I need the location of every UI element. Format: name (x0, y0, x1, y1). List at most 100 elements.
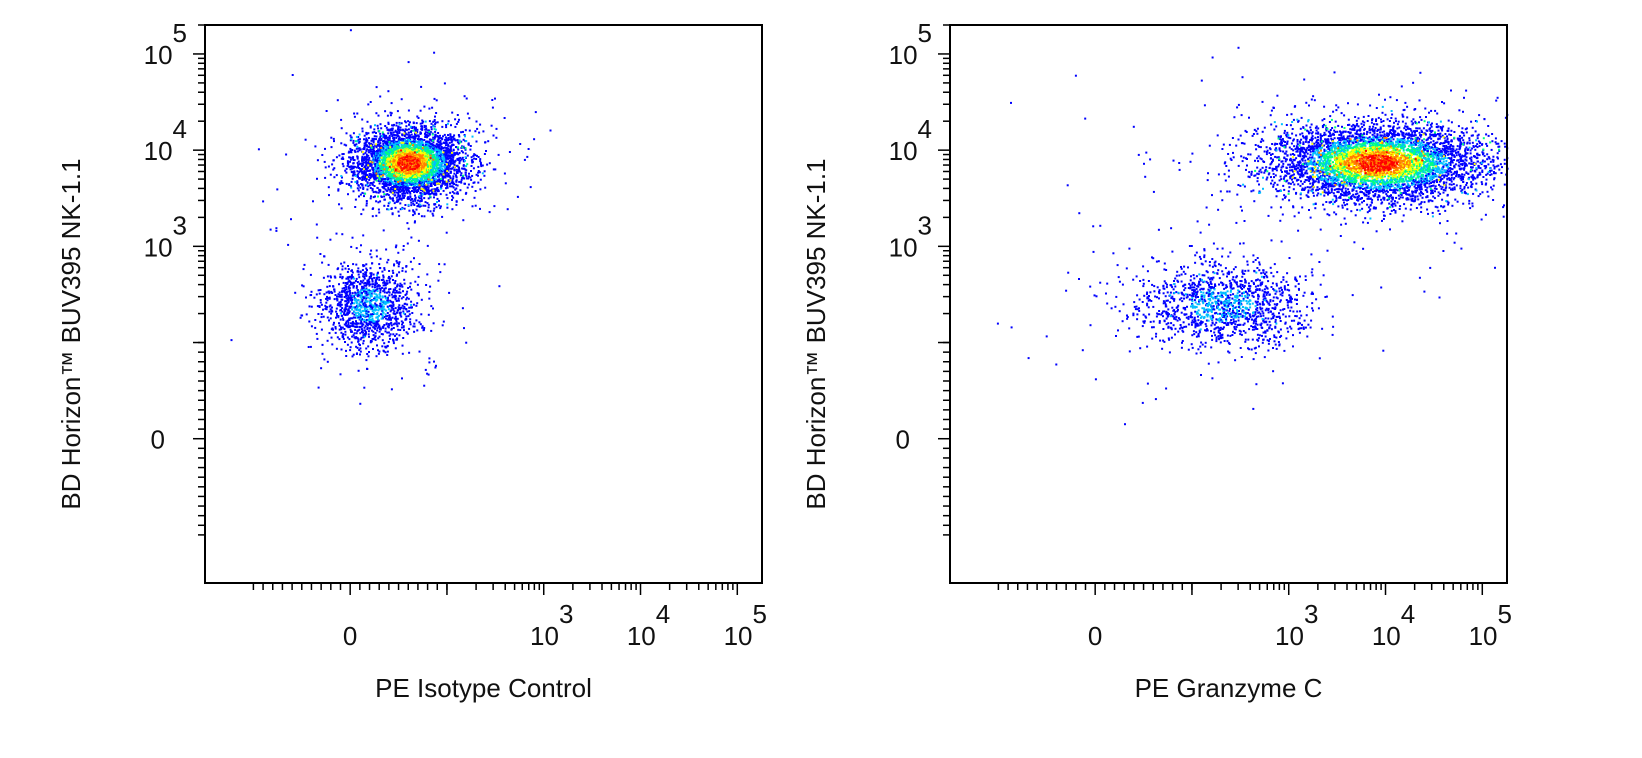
event-dot (430, 128, 433, 131)
event-dot (324, 304, 327, 307)
event-dot (343, 323, 346, 326)
event-dot (331, 310, 334, 313)
event-dot (393, 184, 396, 187)
event-dot (440, 147, 443, 150)
event-dot (448, 160, 451, 163)
event-dot (443, 263, 446, 266)
event-dot (423, 126, 426, 128)
event-dot (429, 138, 432, 141)
event-dot (387, 136, 390, 139)
event-dot (397, 263, 400, 265)
event-dot (377, 148, 380, 151)
event-dot (318, 292, 321, 295)
event-dot (381, 182, 384, 185)
event-dot (372, 338, 375, 340)
event-dot (416, 163, 419, 166)
event-dot (382, 278, 385, 281)
event-dot (427, 203, 430, 206)
event-dot (433, 162, 436, 165)
event-dot (435, 112, 438, 114)
event-dot (441, 215, 444, 218)
event-dot (412, 209, 415, 212)
event-dot (439, 134, 441, 137)
event-dot (420, 85, 423, 88)
event-dot (443, 170, 446, 173)
event-dot (450, 136, 453, 139)
event-dot (356, 325, 358, 328)
event-dot (438, 263, 441, 266)
event-dot (371, 154, 374, 157)
event-dot (355, 147, 358, 150)
event-dot (353, 170, 356, 173)
event-dot (302, 285, 305, 288)
event-dot (309, 345, 312, 348)
event-dot (291, 74, 294, 76)
event-dot (449, 185, 452, 188)
event-dot (353, 159, 356, 162)
event-dot (401, 194, 404, 197)
event-dot (439, 169, 442, 172)
event-dot (429, 193, 432, 195)
event-dot (328, 332, 331, 335)
event-dot (386, 282, 388, 285)
event-dot (479, 161, 482, 164)
event-dot (394, 291, 397, 294)
event-dot (341, 287, 344, 290)
event-dot (361, 179, 364, 181)
event-dot (438, 178, 441, 181)
event-dot (331, 343, 334, 346)
event-dot (413, 141, 415, 144)
event-dot (375, 165, 378, 168)
event-dot (385, 126, 388, 129)
event-dot (387, 172, 390, 175)
event-dot (479, 160, 482, 163)
event-dot (347, 290, 350, 293)
event-dot (361, 130, 364, 133)
event-dot (316, 337, 319, 340)
event-dot (365, 160, 368, 163)
event-dot (450, 185, 453, 188)
event-dot (351, 323, 354, 326)
event-dot (368, 351, 370, 353)
event-dot (417, 212, 420, 215)
event-dot (275, 227, 278, 230)
event-dot (449, 179, 452, 182)
event-dot (471, 185, 474, 188)
event-dot (368, 146, 371, 148)
event-dot (460, 180, 463, 183)
event-dot (452, 138, 455, 141)
event-dot (363, 161, 366, 164)
event-dot (358, 276, 361, 279)
event-dot (457, 148, 460, 151)
event-dot (419, 132, 422, 135)
event-dot (446, 170, 449, 173)
event-dot (305, 313, 308, 316)
event-dot (480, 165, 483, 168)
event-dot (430, 148, 433, 151)
event-dot (406, 150, 409, 153)
event-dot (392, 133, 395, 136)
event-dot (432, 214, 435, 217)
event-dot (365, 153, 368, 156)
event-dot (438, 204, 440, 207)
event-dot (457, 170, 460, 173)
event-dot (450, 154, 453, 157)
event-dot (471, 135, 474, 138)
event-dot (442, 158, 445, 161)
event-dot (339, 295, 342, 298)
event-dot (397, 299, 400, 302)
event-dot (424, 155, 427, 158)
event-dot (392, 338, 394, 341)
event-dot (383, 183, 385, 185)
event-dot (379, 95, 382, 98)
event-dot (302, 268, 305, 271)
event-dot (396, 110, 399, 113)
event-dot (352, 165, 355, 168)
event-dot (435, 154, 438, 157)
event-dot (420, 160, 423, 163)
event-dot (314, 319, 317, 321)
event-dot (341, 314, 344, 317)
event-dot (319, 289, 322, 291)
event-dot (391, 213, 394, 216)
event-dot (319, 299, 322, 301)
